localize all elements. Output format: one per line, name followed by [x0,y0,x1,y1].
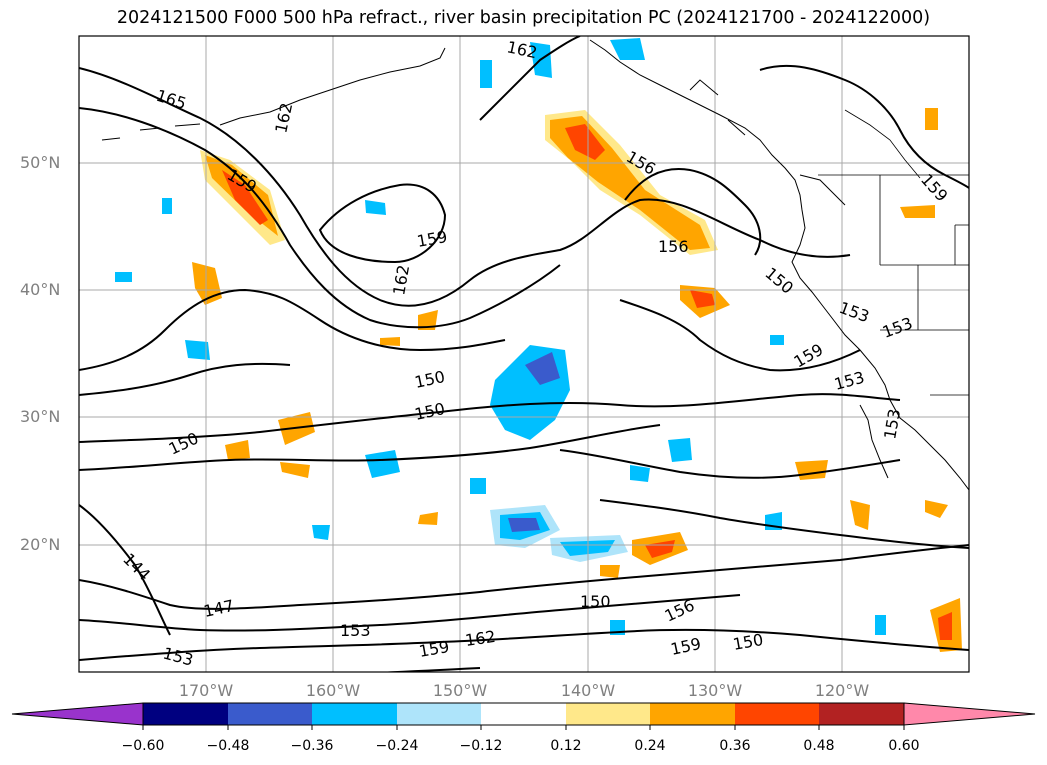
precip-patch-positive [380,337,400,346]
colorbar-extend-over [903,702,1036,726]
contour-label: 153 [340,621,371,640]
lon-label: 120°W [814,681,870,700]
precip-patch-negative [312,525,330,540]
colorbar-tick-label: 0.48 [803,738,835,754]
precip-patch-negative [470,478,486,494]
colorbar-tick-label: −0.60 [121,738,165,754]
precip-patch-negative [365,450,400,478]
precip-patch-negative [610,38,645,60]
precip-patch-negative [480,60,492,88]
precip-patch-negative [875,615,886,635]
lat-label: 20°N [20,535,61,554]
precip-patch-positive [925,500,948,518]
colorbar-tick-label: −0.24 [375,738,419,754]
lon-label: 170°W [178,681,234,700]
precip-shading [115,38,962,652]
precip-patch-positive [925,108,938,130]
colorbar-segment [228,703,312,725]
colorbar [11,702,1036,730]
precip-patch-positive [900,205,935,218]
contour-label: 150 [580,592,611,611]
colorbar-segment [566,703,650,725]
colorbar-tick-label: −0.12 [459,738,503,754]
contours [79,36,969,672]
precip-patch-positive [225,440,250,460]
lon-label: 160°W [305,681,361,700]
precip-patch-negative [525,352,560,385]
gridlines [79,36,969,672]
colorbar-segment [143,703,228,725]
colorbar-segment [819,703,904,725]
precip-patch-negative [770,335,784,345]
colorbar-tick-label: −0.48 [206,738,250,754]
lat-label: 30°N [20,407,61,426]
precip-patch-positive [795,460,828,480]
colorbar-extend-under [11,702,144,726]
precip-patch-negative [630,465,650,482]
precip-patch-negative [508,518,540,532]
precip-patch-positive [418,512,438,525]
precip-patch-negative [185,340,210,360]
colorbar-segment [397,703,481,725]
precip-patch-negative [162,198,172,214]
colorbar-segment [650,703,735,725]
precip-patch-positive [690,290,715,308]
colorbar-tick-label: 0.12 [550,738,582,754]
colorbar-tick-label: 0.60 [888,738,920,754]
precip-patch-negative [365,200,386,215]
precip-patch-positive [192,262,222,305]
precip-patch-positive [565,124,605,160]
colorbar-segment [312,703,397,725]
precip-patch-positive [280,462,310,478]
map-content: 162 165 162 159 159 162 156 150 159 156 … [79,36,969,672]
colorbar-tick-label: −0.36 [290,738,334,754]
borders [818,109,969,396]
precip-patch-negative [115,272,132,282]
precip-patch-positive [938,612,952,640]
lon-label: 140°W [560,681,616,700]
colorbar-tick-label: 0.36 [719,738,751,754]
colorbar-segment [735,703,819,725]
precip-patch-positive [418,310,438,330]
map-figure: 162 165 162 159 159 162 156 150 159 156 … [78,35,970,673]
map-frame [78,35,970,673]
coastlines [101,39,969,491]
lon-label: 130°W [687,681,743,700]
contour-label: 162 [464,627,497,650]
precip-patch-negative [668,438,692,462]
lat-label: 50°N [20,153,61,172]
lat-label: 40°N [20,280,61,299]
map-title: 2024121500 F000 500 hPa refract., river … [116,8,931,28]
colorbar-tick-label: 0.24 [634,738,666,754]
precip-patch-positive [600,565,620,578]
lon-label: 150°W [432,681,488,700]
precip-patch-positive [222,170,268,225]
contour-label: 156 [658,237,689,256]
precip-patch-positive [850,500,870,530]
colorbar-segment [481,703,566,725]
